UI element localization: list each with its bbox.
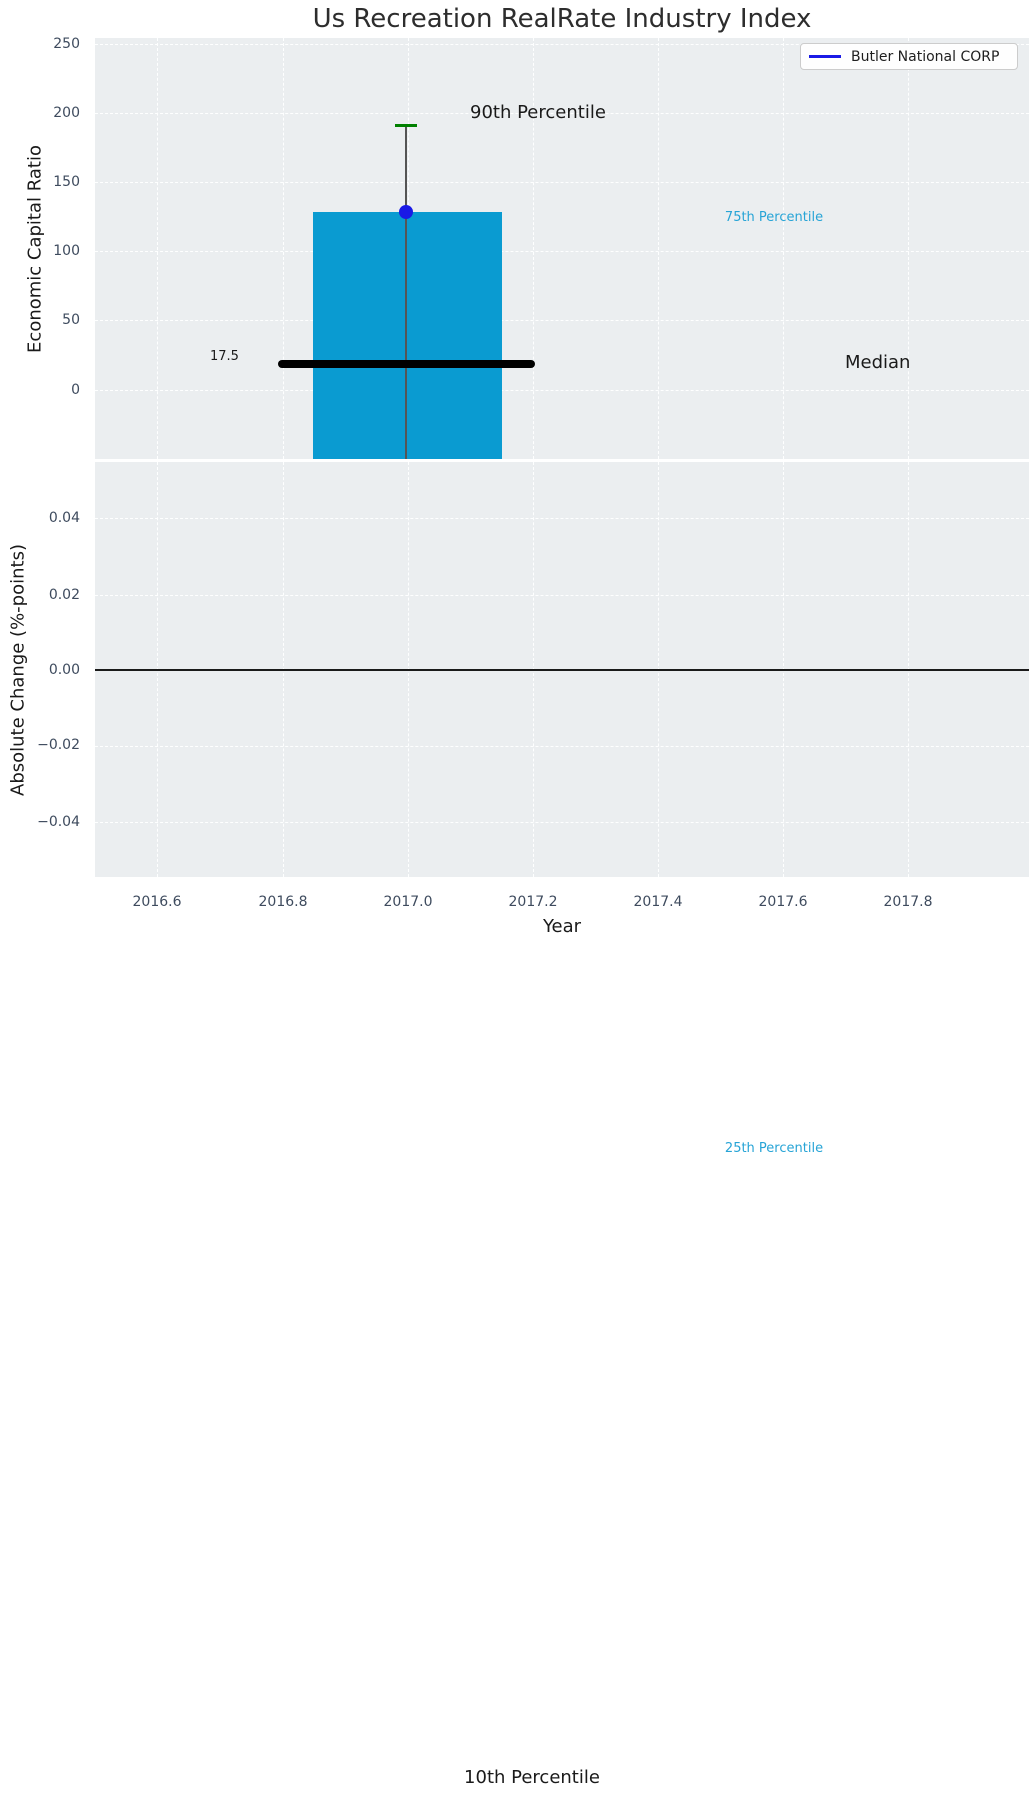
gridline-vertical [658, 38, 659, 459]
xtick: 2017.4 [633, 894, 683, 910]
gridline-horizontal [95, 44, 1029, 45]
legend-line-sample [809, 55, 841, 58]
ytick-bottom: −0.04 [37, 814, 80, 830]
xtick: 2017.6 [758, 894, 808, 910]
percentile-bar [313, 212, 502, 459]
p25-annotation: 25th Percentile [724, 1141, 824, 1156]
ytick-top: 250 [53, 36, 80, 52]
ytick-top: 0 [71, 382, 80, 398]
ytick-top: 50 [62, 312, 80, 328]
chart-title: Us Recreation RealRate Industry Index [312, 4, 812, 34]
xtick: 2016.8 [258, 894, 308, 910]
bottom-axes [95, 462, 1029, 877]
ytick-bottom: −0.02 [37, 737, 80, 753]
x-axis-label: Year [542, 916, 582, 937]
gridline-horizontal [95, 320, 1029, 321]
top-axes [95, 38, 1029, 459]
xtick: 2016.6 [132, 894, 182, 910]
xtick: 2017.0 [383, 894, 433, 910]
company-point-marker [399, 205, 413, 219]
gridline-horizontal [95, 113, 1029, 114]
gridline-vertical [283, 38, 284, 459]
p90-cap-marker [395, 124, 417, 127]
p90-annotation: 90th Percentile [470, 102, 606, 123]
gridline-horizontal [95, 251, 1029, 252]
gridline-horizontal [95, 595, 1029, 596]
median-annotation: Median [845, 352, 911, 373]
legend-label: Butler National CORP [851, 48, 1000, 65]
gridline-vertical [533, 38, 534, 459]
gridline-horizontal [95, 746, 1029, 747]
ytick-bottom: 0.02 [48, 587, 80, 603]
p10-annotation: 10th Percentile [464, 1767, 600, 1788]
gridline-vertical [783, 38, 784, 459]
whisker-line [405, 125, 407, 459]
xtick: 2017.2 [508, 894, 558, 910]
gridline-horizontal [95, 518, 1029, 519]
ytick-bottom: 0.00 [48, 662, 80, 678]
gridline-horizontal [95, 390, 1029, 391]
ytick-top: 100 [53, 243, 80, 259]
median-value-label: 17.5 [210, 349, 239, 364]
bottom-y-axis-label: Absolute Change (%-points) [7, 544, 29, 796]
gridline-vertical [157, 38, 158, 459]
ytick-top: 150 [53, 174, 80, 190]
legend: Butler National CORP [800, 43, 1018, 70]
xtick: 2017.8 [883, 894, 933, 910]
gridline-horizontal [95, 182, 1029, 183]
gridline-vertical [908, 38, 909, 459]
ytick-top: 200 [53, 105, 80, 121]
p75-annotation: 75th Percentile [724, 210, 824, 225]
gridline-horizontal [95, 822, 1029, 823]
median-line [278, 360, 535, 368]
zero-line [95, 669, 1029, 671]
ytick-bottom: 0.04 [48, 510, 80, 526]
top-y-axis-label: Economic Capital Ratio [24, 145, 46, 353]
